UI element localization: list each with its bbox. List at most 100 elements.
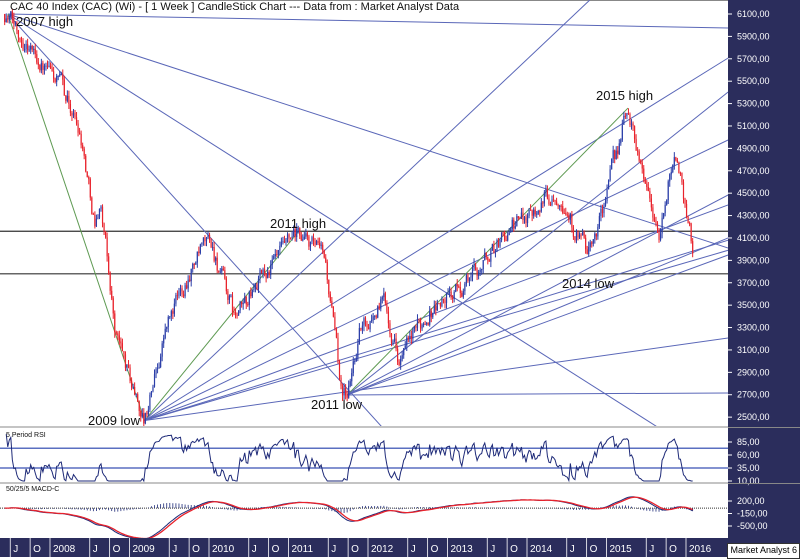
time-axis[interactable]: J O 2008 J O 2009 J O 2010 J O 2011 J O 2012 J O 2013 J O 20… <box>0 538 800 557</box>
candle-body <box>586 249 588 255</box>
macd-tick-label: 200,00 <box>737 496 765 506</box>
candle-body <box>389 323 391 335</box>
candle-body <box>436 303 438 311</box>
candle-body <box>17 30 20 38</box>
candle-body <box>42 62 44 70</box>
candle-body <box>517 216 519 218</box>
candle-body <box>679 172 682 174</box>
candle-body <box>490 250 492 262</box>
candle-body <box>173 303 175 314</box>
candle-body <box>210 239 212 248</box>
annotation-2007-high: 2007 high <box>16 14 74 29</box>
candle-body <box>33 48 35 50</box>
candle-body <box>196 251 198 263</box>
fan-line <box>144 0 591 421</box>
candle-body <box>627 113 630 115</box>
candle-body <box>398 361 400 365</box>
candle-body <box>510 229 512 233</box>
candle-body <box>574 236 576 241</box>
candle-body <box>462 291 464 297</box>
candle-body <box>598 216 601 227</box>
candle-body <box>589 242 591 247</box>
candle-body <box>629 114 631 125</box>
time-tick-label: J <box>570 544 575 555</box>
candle-body <box>435 305 437 311</box>
candle-body <box>179 288 182 292</box>
time-tick-label: J <box>649 544 654 555</box>
candle-body <box>115 332 117 334</box>
macd-line <box>4 496 693 540</box>
price-tick-label: 2700,00 <box>737 390 770 400</box>
candle-body <box>100 206 102 209</box>
candle-body <box>323 250 325 258</box>
candle-body <box>335 328 338 338</box>
candle-body <box>83 148 85 156</box>
candle-body <box>72 112 75 116</box>
candle-body <box>51 68 53 72</box>
fan-line <box>347 392 728 396</box>
candle-body <box>57 75 59 77</box>
price-tick-label: 4900,00 <box>737 143 770 153</box>
candle-body <box>337 337 339 362</box>
candle-body <box>386 302 388 312</box>
candle-body <box>27 43 29 51</box>
candle-body <box>225 278 227 292</box>
candle-body <box>429 311 431 325</box>
candle-body <box>108 256 110 273</box>
candle-body <box>595 233 597 237</box>
candle-body <box>387 311 390 324</box>
candle-body <box>474 263 477 271</box>
candle-body <box>580 234 582 236</box>
time-tick-label: O <box>590 544 598 555</box>
candle-body <box>89 179 91 198</box>
price-axis[interactable]: 6100,00 5900,00 5700,00 5500,00 5300,00 5100,… <box>728 0 800 538</box>
candle-body <box>447 291 449 294</box>
time-tick-label: J <box>490 544 495 555</box>
candle-body <box>675 157 677 161</box>
candle-body <box>302 239 304 241</box>
candle-body <box>416 319 419 328</box>
candle-body <box>263 269 266 274</box>
fan-line <box>144 57 728 421</box>
candle-body <box>40 62 42 71</box>
candle-body <box>104 231 107 238</box>
candle-body <box>682 182 685 199</box>
candle-body <box>43 65 46 70</box>
candle-body <box>311 237 313 242</box>
time-tick-label: J <box>172 544 177 555</box>
candle-body <box>424 323 426 325</box>
candle-body <box>319 242 321 246</box>
candle-body <box>199 244 201 254</box>
candle-body <box>141 413 143 417</box>
candle-body <box>552 199 555 201</box>
candle-body <box>288 234 290 238</box>
candle-body <box>312 237 315 241</box>
candle-body <box>254 284 257 289</box>
candle-body <box>419 319 422 329</box>
rsi-tick-label: 85,00 <box>737 437 760 447</box>
time-tick-label: 2008 <box>53 544 76 555</box>
candle-body <box>101 206 104 224</box>
candle-body <box>283 241 286 243</box>
candle-body <box>403 348 405 356</box>
time-tick-label: 2016 <box>689 544 712 555</box>
candle-body <box>127 365 130 368</box>
candle-body <box>445 293 448 303</box>
time-tick-label: O <box>33 544 41 555</box>
candle-body <box>508 232 510 235</box>
candle-body <box>453 291 455 299</box>
candle-body <box>546 188 549 199</box>
candle-body <box>649 191 651 199</box>
candle-body <box>655 220 657 224</box>
candle-body <box>415 325 417 328</box>
candle-body <box>124 354 127 368</box>
candle-body <box>452 297 454 299</box>
price-tick-label: 4100,00 <box>737 233 770 243</box>
candle-body <box>11 11 13 19</box>
candle-body <box>488 260 490 262</box>
rsi-panel-title: 5 Period RSI <box>6 432 46 439</box>
candle-body <box>540 202 542 212</box>
candle-body <box>351 373 353 382</box>
candle-body <box>274 254 276 257</box>
rsi-tick-label: 10,00 <box>737 476 760 486</box>
